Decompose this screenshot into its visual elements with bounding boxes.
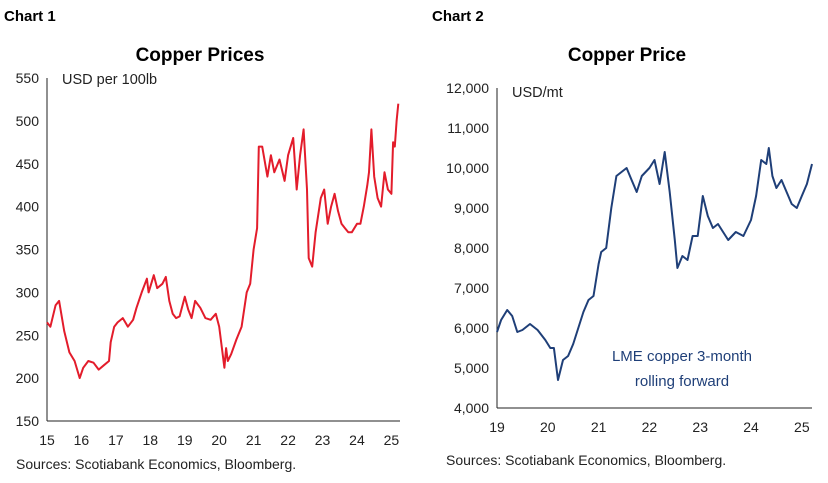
chart-1-x-tick-label: 17 [108,432,124,448]
chart-1-heading: Chart 1 [4,8,56,25]
chart-1-y-tick-label: 250 [16,327,40,343]
chart-1-y-tick-label: 400 [16,199,40,215]
chart-1-y-ticks: 550 500 450 400 350 300 250 200 150 [16,70,40,429]
chart-2-y-tick-label: 9,000 [454,200,489,216]
chart-2-unit-label: USD/mt [512,85,563,101]
chart-2-source: Sources: Scotiabank Economics, Bloomberg… [446,452,726,468]
chart-1-x-tick-label: 15 [39,432,55,448]
chart-2-y-ticks: 12,000 11,000 10,000 9,000 8,000 7,000 6,000 5,… [446,80,489,416]
chart-1-x-tick-label: 19 [177,432,193,448]
chart-2-y-tick-label: 7,000 [454,280,489,296]
chart-2-heading: Chart 2 [432,8,484,25]
chart-2-x-tick-label: 25 [794,419,810,435]
chart-1-x-ticks: 15 16 17 18 19 20 21 22 23 24 25 [39,432,399,448]
chart-2-x-tick-label: 22 [642,419,658,435]
chart-2-annotation-line-1: LME copper 3-month [612,348,752,365]
chart-2-y-tick-label: 4,000 [454,400,489,416]
chart-1-y-tick-label: 500 [16,113,40,129]
chart-1-x-tick-label: 21 [246,432,262,448]
chart-2-x-tick-label: 24 [743,419,759,435]
chart-2: Chart 2 Copper Price 12,000 11,000 10,000 9… [432,8,813,468]
chart-1-source: Sources: Scotiabank Economics, Bloomberg… [16,456,296,472]
chart-1-y-tick-label: 550 [16,70,40,86]
chart-1-x-tick-label: 23 [315,432,331,448]
chart-2-series-line [496,147,813,381]
chart-1-x-tick-label: 20 [211,432,227,448]
chart-1-y-tick-label: 150 [16,413,40,429]
chart-2-y-tick-label: 5,000 [454,360,489,376]
chart-1-unit-label: USD per 100lb [62,72,157,88]
chart-2-y-tick-label: 12,000 [446,80,489,96]
chart-1: Chart 1 Copper Prices 550 500 450 400 350 300… [4,8,400,472]
chart-1-x-tick-label: 24 [349,432,365,448]
chart-1-y-tick-label: 200 [16,370,40,386]
chart-1-y-tick-label: 300 [16,284,40,300]
chart-1-series-line [46,103,400,380]
chart-1-x-tick-label: 22 [280,432,296,448]
chart-2-x-ticks: 19 20 21 22 23 24 25 [489,419,810,435]
chart-1-y-tick-label: 350 [16,242,40,258]
chart-1-title: Copper Prices [136,45,265,66]
chart-2-title: Copper Price [568,45,686,66]
chart-2-annotation-line-2: rolling forward [635,373,729,390]
chart-2-x-tick-label: 20 [540,419,556,435]
chart-1-y-tick-label: 450 [16,156,40,172]
chart-2-x-tick-label: 23 [692,419,708,435]
chart-2-x-tick-label: 19 [489,419,505,435]
chart-2-x-tick-label: 21 [591,419,607,435]
chart-1-x-tick-label: 16 [74,432,90,448]
chart-2-y-tick-label: 11,000 [447,120,489,136]
chart-2-y-tick-label: 6,000 [454,320,489,336]
chart-2-y-tick-label: 10,000 [446,160,489,176]
chart-1-x-tick-label: 25 [384,432,400,448]
chart-2-y-tick-label: 8,000 [454,240,489,256]
chart-1-x-tick-label: 18 [143,432,159,448]
